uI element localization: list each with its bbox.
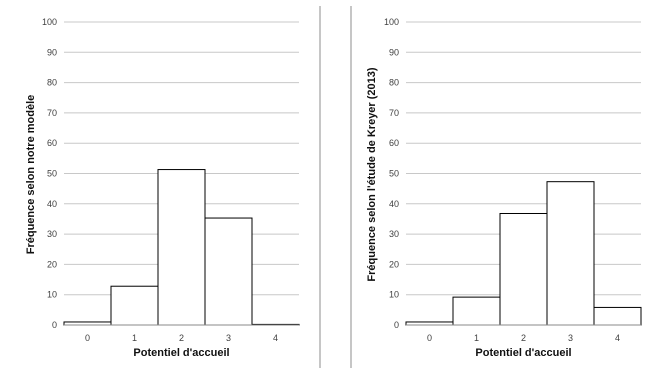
bar-1 — [110, 285, 159, 326]
y-tick-label: 30 — [47, 229, 57, 239]
y-tick-label: 80 — [389, 78, 399, 88]
chart-left: 0 10 20 30 40 50 60 70 80 90 100 0 1 2 3 4 Potentiel d'a… — [25, 17, 300, 359]
y-axis-title: Fréquence selon notre modèle — [25, 95, 37, 255]
bar-4 — [593, 306, 642, 326]
y-tick-label: 70 — [389, 108, 399, 118]
y-tick-label: 0 — [52, 320, 57, 330]
bar-3 — [546, 181, 595, 326]
y-tick-label: 30 — [389, 229, 399, 239]
y-tick-label: 90 — [389, 47, 399, 57]
y-tick-label: 40 — [389, 199, 399, 209]
y-tick-label: 10 — [47, 290, 57, 300]
x-tick-label: 0 — [85, 333, 90, 343]
y-tick-label: 10 — [389, 290, 399, 300]
bar-3 — [204, 217, 253, 326]
y-tick-label: 80 — [47, 78, 57, 88]
x-tick-label: 1 — [132, 333, 137, 343]
x-tick-label: 2 — [521, 333, 526, 343]
y-tick-label: 20 — [47, 259, 57, 269]
x-tick-label: 3 — [568, 333, 573, 343]
y-tick-label: 60 — [47, 138, 57, 148]
x-tick-label: 1 — [474, 333, 479, 343]
y-tick-label: 70 — [47, 108, 57, 118]
y-tick-label: 20 — [389, 259, 399, 269]
y-tick-label: 40 — [47, 199, 57, 209]
y-tick-label: 50 — [47, 169, 57, 179]
x-tick-label: 4 — [273, 333, 278, 343]
y-axis-title: Fréquence selon l'étude de Kreyer (2013) — [366, 67, 378, 281]
x-tick-label: 3 — [226, 333, 231, 343]
chart-right: 0 10 20 30 40 50 60 70 80 90 100 0 1 2 3 4 Potentiel d'a… — [366, 17, 642, 359]
bar-2 — [157, 169, 206, 326]
y-tick-label: 90 — [47, 47, 57, 57]
x-tick-label: 2 — [179, 333, 184, 343]
x-axis-title: Potentiel d'accueil — [133, 347, 229, 359]
x-axis-title: Potentiel d'accueil — [475, 347, 571, 359]
bar-1 — [452, 296, 501, 326]
x-tick-label: 4 — [615, 333, 620, 343]
y-tick-label: 100 — [42, 17, 57, 27]
y-tick-label: 100 — [384, 17, 399, 27]
bar-2 — [499, 212, 548, 326]
y-tick-label: 50 — [389, 169, 399, 179]
y-tick-label: 0 — [394, 320, 399, 330]
x-tick-label: 0 — [427, 333, 432, 343]
y-tick-label: 60 — [389, 138, 399, 148]
